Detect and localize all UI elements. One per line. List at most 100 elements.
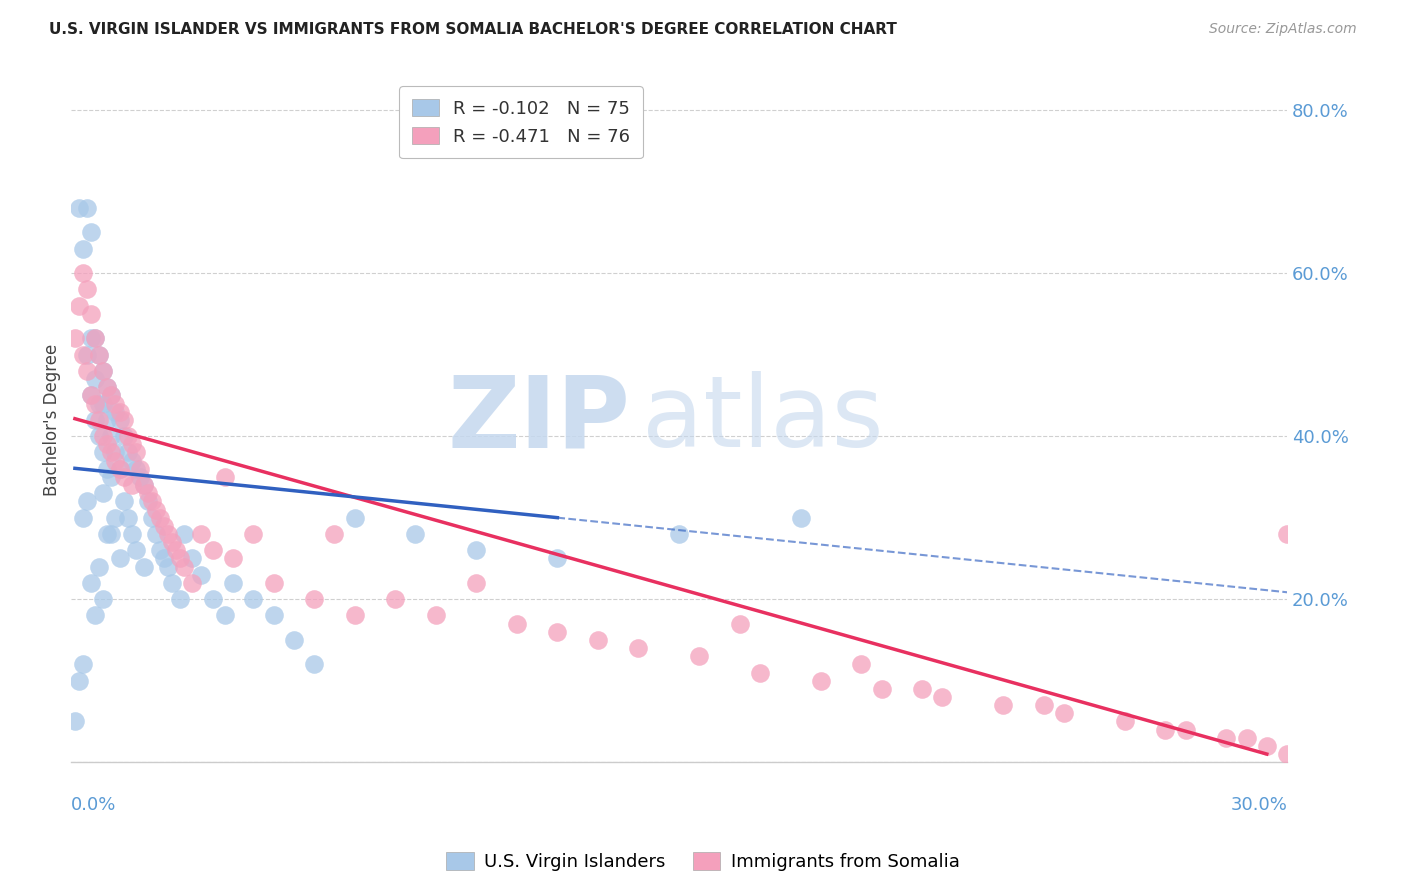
Point (96, 437, 118, 451)
Point (145, 502, 167, 516)
Point (96, 380, 118, 394)
Point (91, 445, 114, 459)
Point (688, 649, 710, 664)
Point (870, 681, 893, 696)
Point (222, 551, 245, 566)
Point (1275, 747, 1298, 761)
Point (76, 348, 98, 362)
Point (96, 380, 118, 394)
Point (112, 413, 135, 427)
Point (283, 632, 305, 647)
Point (76, 201, 98, 215)
Point (84, 396, 107, 410)
Point (181, 551, 204, 566)
Point (153, 518, 176, 533)
Point (128, 461, 150, 475)
Point (181, 575, 204, 590)
Point (117, 429, 139, 443)
Point (121, 527, 143, 541)
Point (104, 510, 127, 524)
Point (104, 453, 127, 467)
Point (169, 551, 191, 566)
Point (67, 201, 90, 215)
Point (91, 486, 114, 500)
Point (76, 282, 98, 296)
Point (80, 388, 103, 402)
Text: ZIP: ZIP (447, 371, 630, 468)
Point (153, 551, 176, 566)
Point (121, 453, 143, 467)
Point (84, 331, 107, 345)
Point (100, 527, 122, 541)
Point (72, 348, 94, 362)
Point (91, 592, 114, 607)
Point (1114, 714, 1136, 729)
Point (89, 429, 111, 443)
Point (108, 413, 131, 427)
Point (141, 510, 163, 524)
Point (100, 388, 122, 402)
Point (263, 608, 285, 623)
Point (104, 405, 127, 419)
Point (323, 527, 346, 541)
Text: Source: ZipAtlas.com: Source: ZipAtlas.com (1209, 22, 1357, 37)
Point (136, 486, 159, 500)
Point (84, 413, 107, 427)
Point (1174, 723, 1197, 737)
Point (190, 527, 212, 541)
Point (343, 608, 366, 623)
Point (76, 364, 98, 378)
Point (125, 445, 148, 459)
Point (117, 510, 139, 524)
Point (125, 543, 148, 558)
Text: 30.0%: 30.0% (1230, 797, 1286, 814)
Point (112, 494, 135, 508)
Point (89, 559, 111, 574)
Point (993, 698, 1015, 713)
Point (67, 299, 90, 313)
Point (1154, 723, 1177, 737)
Point (96, 413, 118, 427)
Point (1236, 731, 1258, 745)
Point (931, 690, 953, 704)
Point (104, 445, 127, 459)
Legend: R = -0.102   N = 75, R = -0.471   N = 76: R = -0.102 N = 75, R = -0.471 N = 76 (399, 87, 643, 159)
Point (100, 429, 122, 443)
Point (72, 266, 94, 280)
Point (84, 608, 107, 623)
Point (546, 624, 568, 639)
Point (91, 396, 114, 410)
Point (384, 592, 406, 607)
Point (627, 641, 650, 656)
Point (160, 575, 183, 590)
Point (91, 364, 114, 378)
Text: 0.0%: 0.0% (70, 797, 117, 814)
Point (789, 510, 811, 524)
Point (84, 331, 107, 345)
Point (1215, 731, 1237, 745)
Point (76, 494, 98, 508)
Point (117, 445, 139, 459)
Point (100, 388, 122, 402)
Point (91, 364, 114, 378)
Point (343, 510, 366, 524)
Point (911, 681, 934, 696)
Point (851, 657, 873, 672)
Point (108, 461, 131, 475)
Point (169, 592, 191, 607)
Point (302, 657, 325, 672)
Point (63, 331, 86, 345)
Point (1275, 527, 1298, 541)
Point (72, 242, 94, 256)
Point (132, 559, 155, 574)
Point (100, 445, 122, 459)
Point (222, 575, 245, 590)
Point (157, 559, 180, 574)
Point (201, 543, 224, 558)
Point (100, 470, 122, 484)
Point (157, 527, 180, 541)
Point (242, 527, 264, 541)
Point (96, 527, 118, 541)
Point (546, 551, 568, 566)
Point (108, 551, 131, 566)
